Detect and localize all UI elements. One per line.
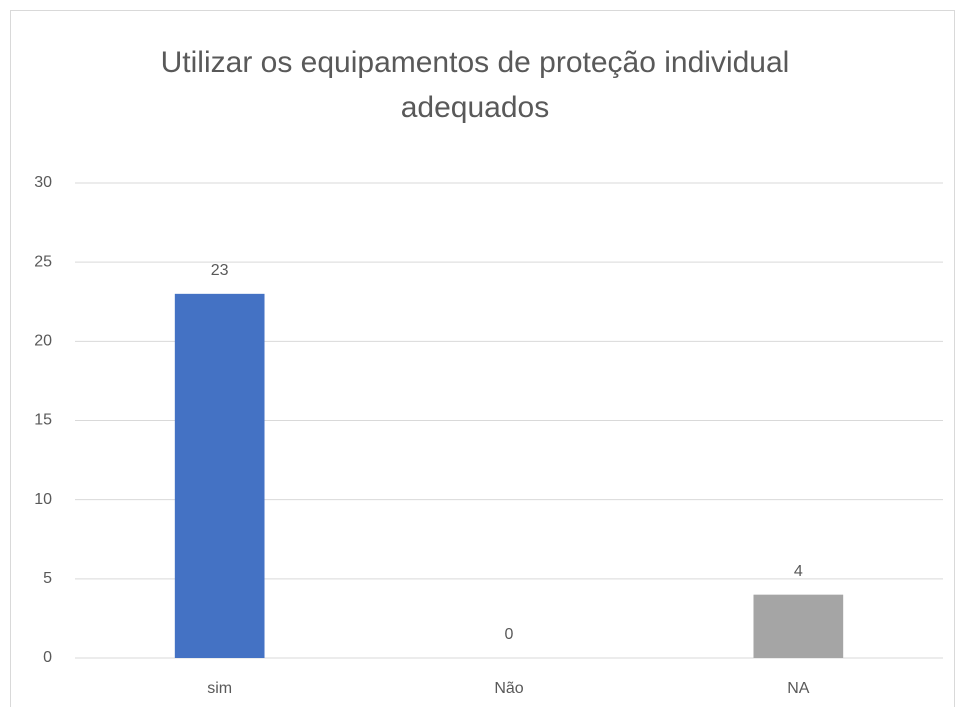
y-tick-label: 10 bbox=[34, 491, 52, 508]
x-tick-label: Não bbox=[494, 680, 523, 697]
y-tick-label: 15 bbox=[34, 412, 52, 429]
data-label: 4 bbox=[794, 563, 803, 580]
data-label: 23 bbox=[211, 262, 229, 279]
y-tick-label: 30 bbox=[34, 174, 52, 191]
x-tick-label: sim bbox=[207, 680, 232, 697]
bar bbox=[753, 594, 844, 658]
y-tick-label: 25 bbox=[34, 253, 52, 270]
x-tick-label: NA bbox=[787, 680, 810, 697]
y-tick-label: 20 bbox=[34, 333, 52, 350]
bar bbox=[174, 293, 265, 658]
y-tick-label: 0 bbox=[43, 649, 52, 666]
y-tick-label: 5 bbox=[43, 570, 52, 587]
chart-title: Utilizar os equipamentos de proteção ind… bbox=[160, 46, 790, 124]
data-label: 0 bbox=[505, 626, 514, 643]
